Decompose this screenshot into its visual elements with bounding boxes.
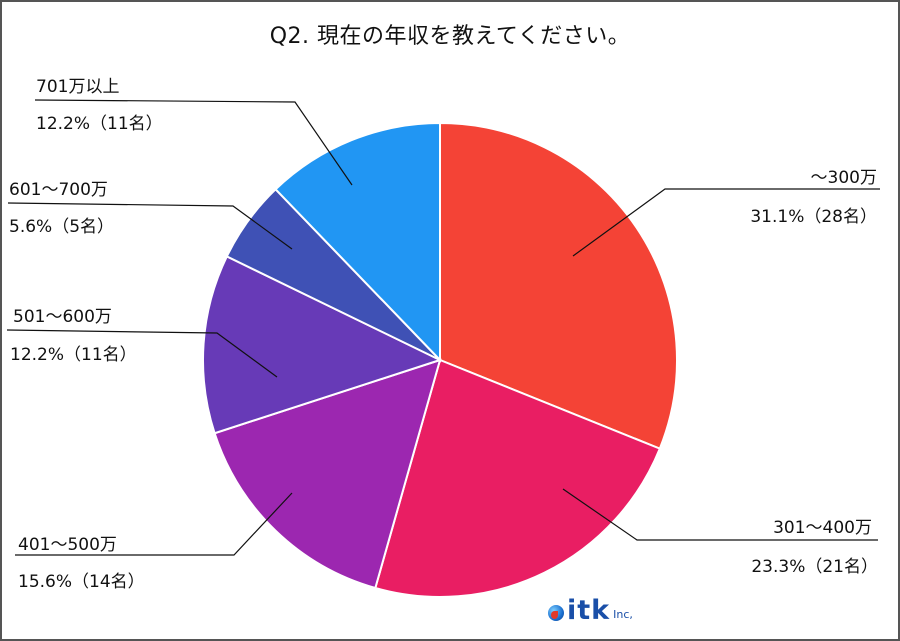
logo-text: itk	[567, 595, 611, 626]
pie-slices	[202, 121, 678, 598]
pie-slice-3	[202, 255, 443, 435]
leader-line-2	[15, 492, 293, 556]
pie-slice-1	[374, 358, 662, 598]
slice-label-2: 401～500万	[18, 535, 117, 555]
leader-line-3	[6, 329, 278, 378]
globe-icon	[548, 605, 564, 621]
slice-label-5: 701万以上	[36, 77, 120, 97]
slice-label-3: 501～600万	[13, 307, 112, 327]
slice-value-2: 15.6%（14名）	[18, 572, 145, 592]
slice-label-0: ～300万	[810, 168, 877, 188]
pie-slice-2	[213, 358, 442, 590]
chart-title: Q2. 現在の年収を教えてください。	[269, 24, 631, 49]
pie-slice-5	[274, 121, 441, 363]
itk-logo: itk Inc,	[548, 595, 633, 626]
leader-lines	[6, 99, 880, 556]
leader-line-5	[34, 99, 353, 186]
slice-label-1: 301～400万	[773, 518, 872, 538]
slice-value-0: 31.1%（28名）	[750, 207, 877, 227]
slice-value-3: 12.2%（11名）	[10, 345, 137, 365]
leader-line-0	[572, 188, 880, 257]
slice-value-4: 5.6%（5名）	[9, 217, 115, 237]
slice-value-1: 23.3%（21名）	[751, 557, 878, 577]
leader-line-4	[7, 202, 293, 250]
slice-label-4: 601～700万	[9, 180, 108, 200]
leader-line-1	[562, 488, 878, 541]
slice-value-5: 12.2%（11名）	[36, 114, 163, 134]
pie-slice-0	[439, 121, 678, 450]
logo-suffix: Inc,	[613, 608, 633, 621]
